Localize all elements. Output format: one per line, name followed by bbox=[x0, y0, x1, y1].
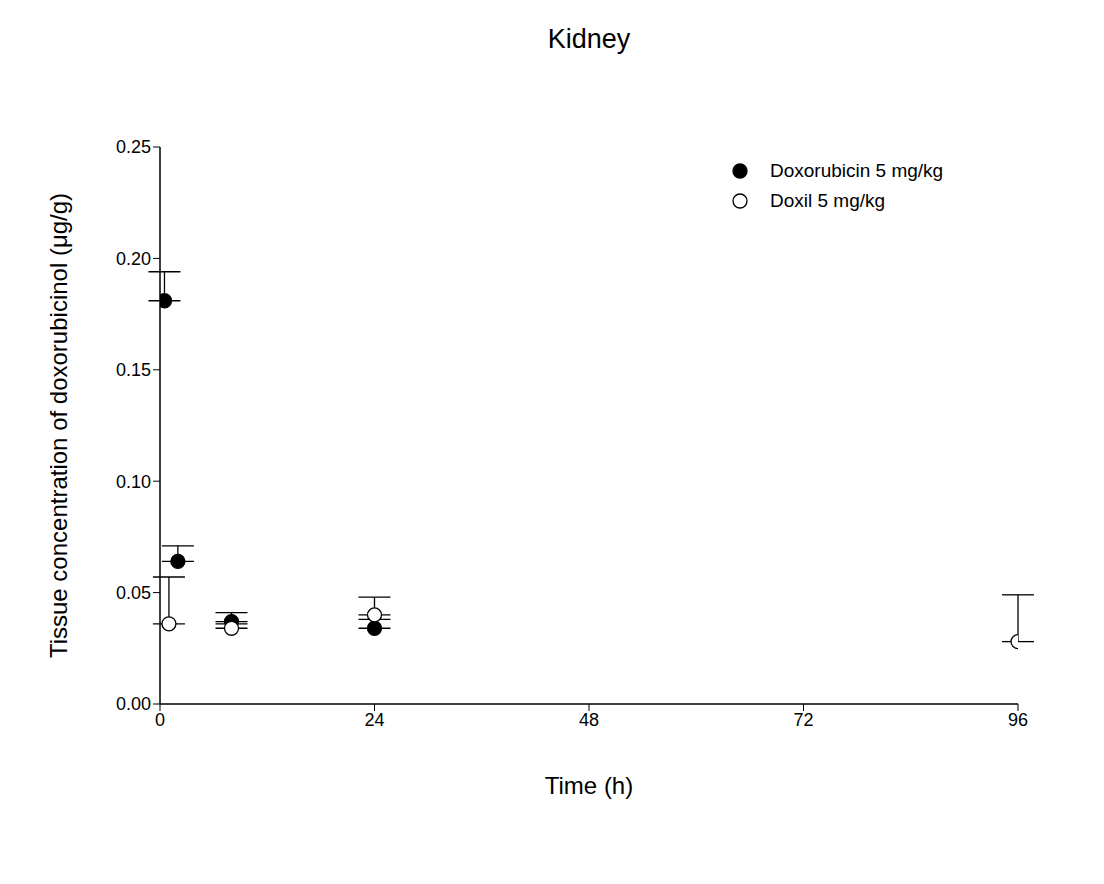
svg-text:0.10: 0.10 bbox=[116, 472, 151, 492]
html-text:Doxil 5 mg/kg: Doxil 5 mg/kg bbox=[770, 190, 886, 211]
html-text:Doxorubicin 5 mg/kg: Doxorubicin 5 mg/kg bbox=[770, 160, 944, 181]
svg-text:24: 24 bbox=[364, 710, 384, 730]
svg-text:0: 0 bbox=[155, 710, 165, 730]
svg-text:Tissue concentration of doxoru: Tissue concentration of doxorubicinol (μ… bbox=[45, 193, 72, 658]
svg-text:72: 72 bbox=[793, 710, 813, 730]
svg-text:0.15: 0.15 bbox=[116, 360, 151, 380]
svg-text:0.25: 0.25 bbox=[116, 137, 151, 157]
svg-text:96: 96 bbox=[1008, 710, 1028, 730]
svg-text:Time (h): Time (h) bbox=[545, 772, 633, 799]
svg-text:0.00: 0.00 bbox=[116, 694, 151, 714]
html-text:Kidney: Kidney bbox=[547, 24, 631, 54]
svg-text:0.20: 0.20 bbox=[116, 249, 151, 269]
svg-text:48: 48 bbox=[579, 710, 599, 730]
svg-text:0.05: 0.05 bbox=[116, 583, 151, 603]
